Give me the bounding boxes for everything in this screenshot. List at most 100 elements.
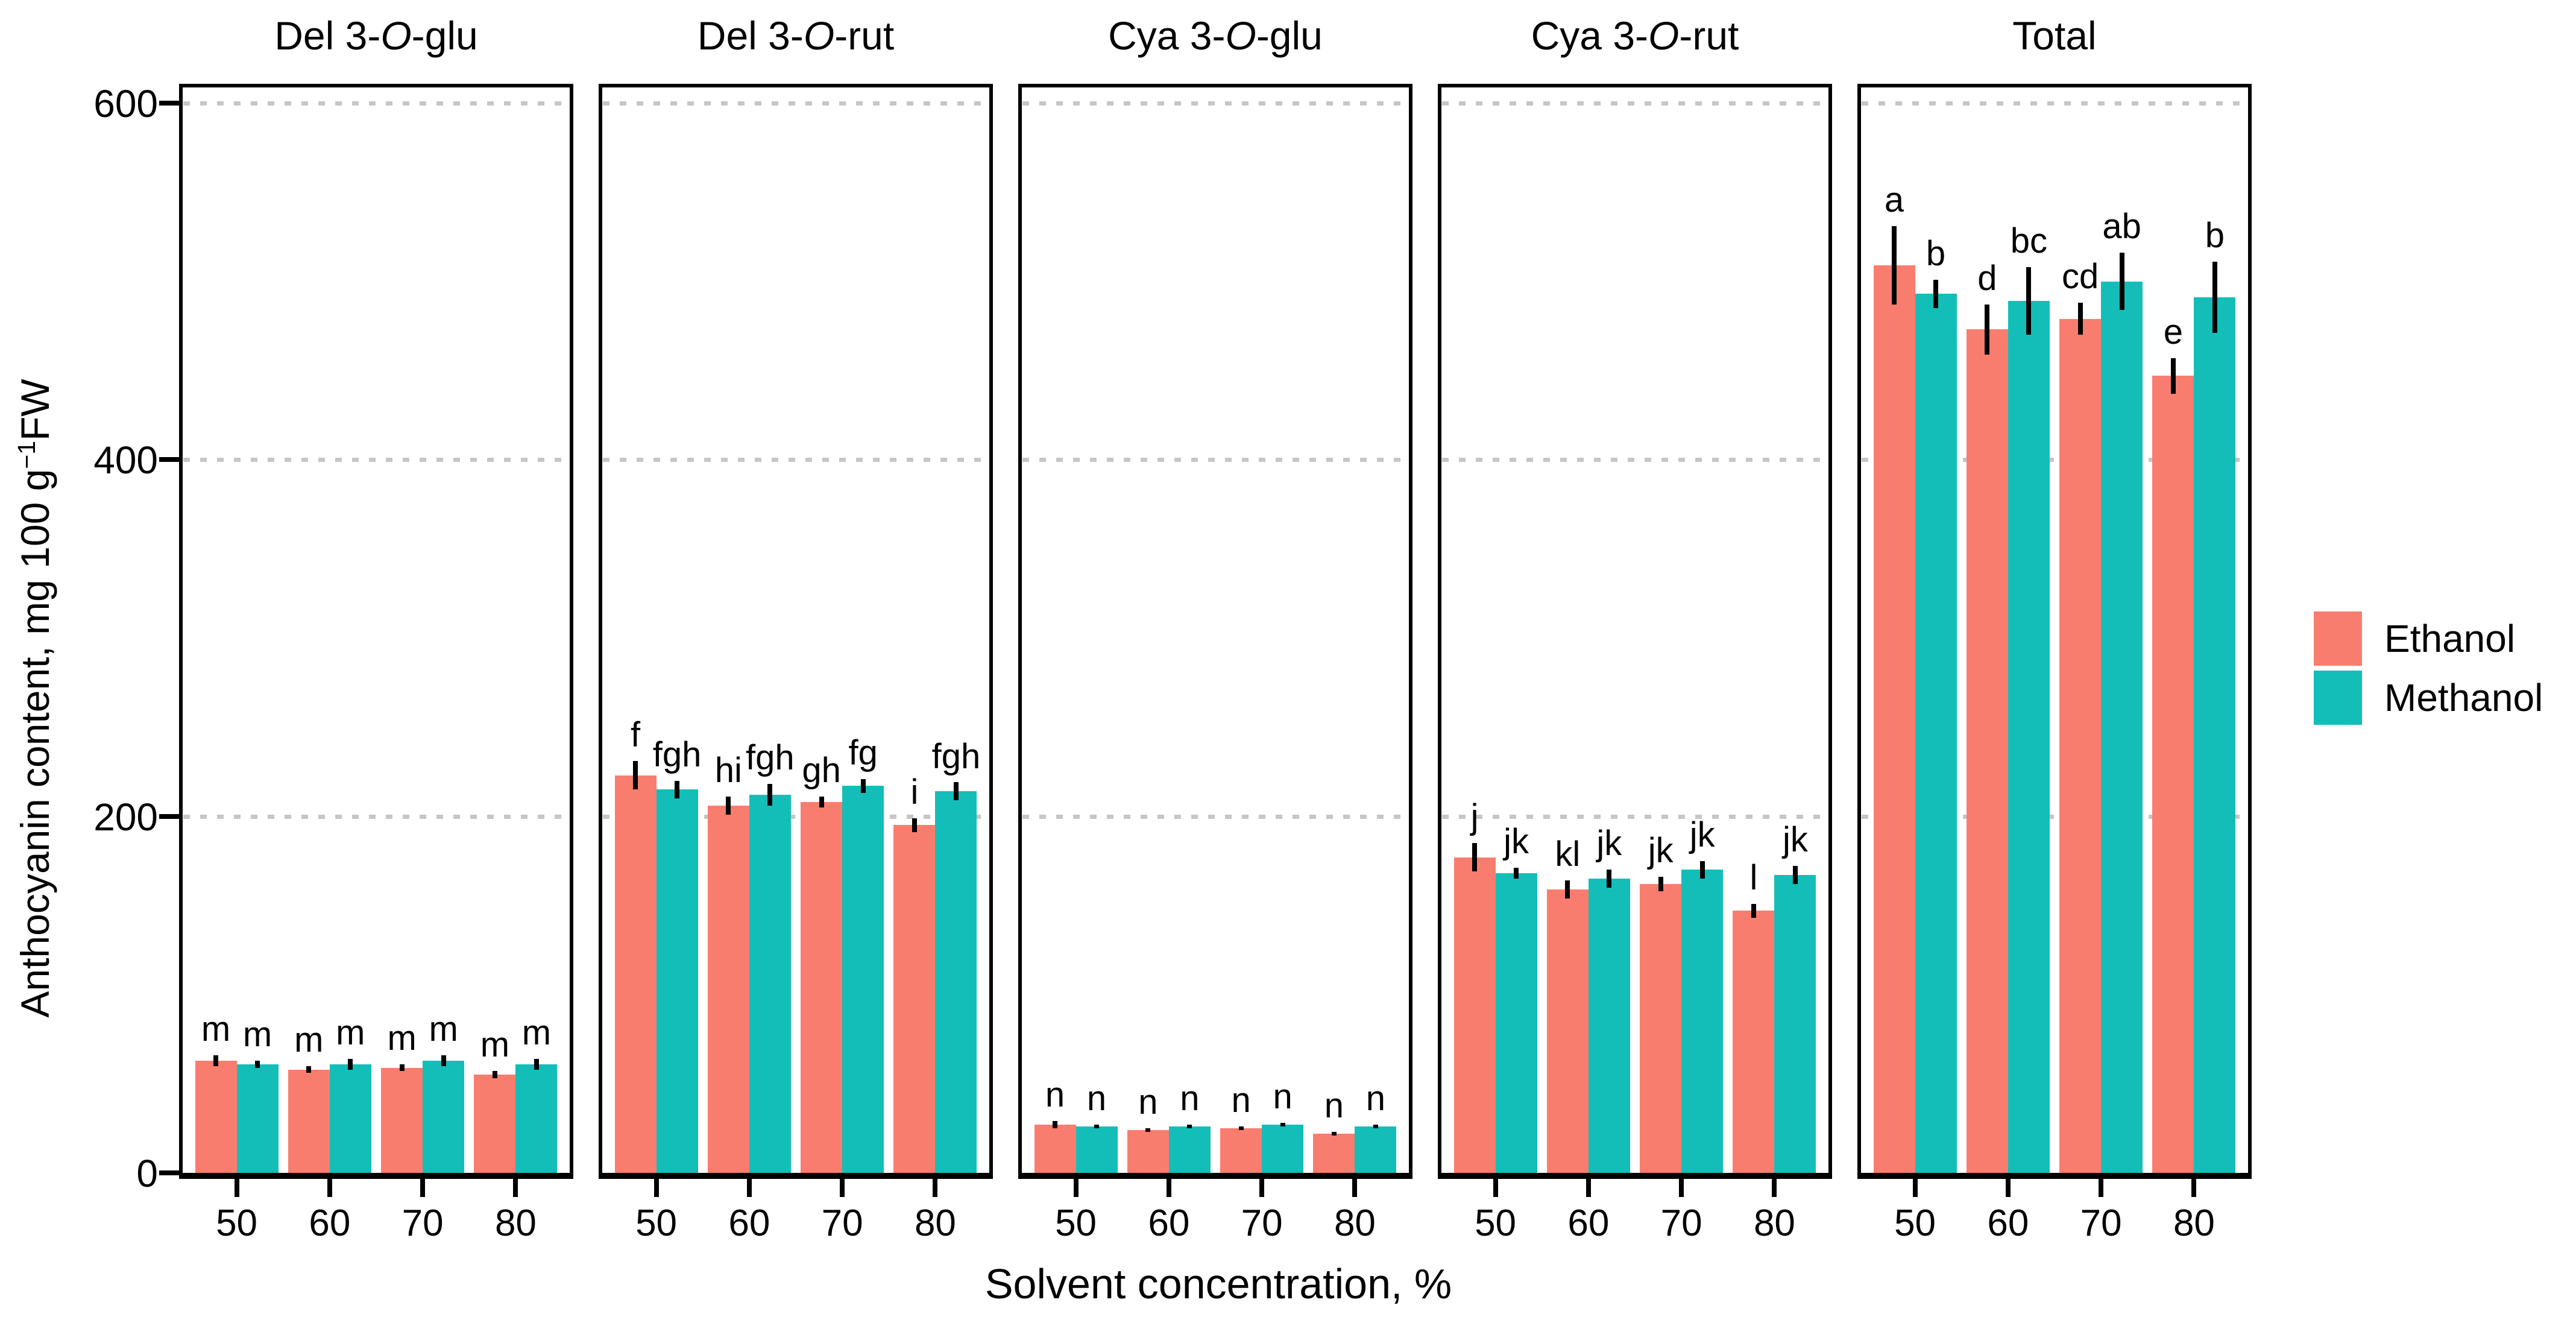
sig-letter: j	[1470, 797, 1479, 837]
bar-methanol	[1774, 875, 1816, 1173]
error-bar	[1145, 1128, 1151, 1132]
bar-methanol	[515, 1064, 558, 1173]
error-bar	[1331, 1131, 1337, 1135]
error-bar	[306, 1066, 312, 1073]
gridline	[603, 101, 989, 106]
error-bar	[1053, 1121, 1058, 1129]
x-tick-mark	[1912, 1179, 1918, 1197]
error-bar	[2212, 262, 2217, 333]
x-tick-mark	[2099, 1179, 2104, 1197]
x-tick-mark	[653, 1179, 659, 1197]
bar-methanol	[842, 786, 884, 1173]
sig-letter: n	[1273, 1077, 1293, 1117]
bar-ethanol	[893, 825, 936, 1173]
x-tick-label: 70	[821, 1202, 863, 1244]
facet-title: Del 3-O-rut	[697, 13, 895, 58]
x-tick-label: 50	[1475, 1202, 1517, 1244]
error-bar	[1933, 279, 1939, 308]
gridline	[1022, 101, 1408, 106]
error-bar	[2026, 267, 2032, 335]
x-tick-mark	[1772, 1179, 1777, 1197]
facet-title: Cya 3-O-glu	[1108, 13, 1323, 58]
sig-letter: fgh	[931, 736, 981, 776]
sig-letter: fgh	[652, 734, 702, 774]
bar-ethanol	[1220, 1128, 1262, 1173]
gridline	[1442, 458, 1828, 463]
bar-methanol	[1168, 1126, 1211, 1173]
x-tick-label: 60	[309, 1202, 351, 1244]
bar-methanol	[1588, 879, 1630, 1173]
x-tick-mark	[1586, 1179, 1591, 1197]
error-bar	[1514, 868, 1519, 879]
error-bar	[213, 1055, 219, 1066]
y-tick-mark	[159, 1170, 181, 1175]
sig-letter: f	[631, 715, 641, 755]
bar-methanol	[2101, 281, 2143, 1173]
legend-swatch-ethanol	[2314, 611, 2362, 666]
bar-ethanol	[1873, 265, 1915, 1173]
x-tick-mark	[2191, 1179, 2197, 1197]
x-tick-mark	[1259, 1179, 1265, 1197]
error-bar	[953, 782, 959, 801]
bar-ethanol	[2152, 376, 2194, 1173]
bar-methanol	[2008, 301, 2050, 1173]
legend-swatch-methanol	[2314, 671, 2362, 725]
y-axis-title-superscript: −1	[13, 441, 40, 469]
error-bar	[819, 797, 824, 807]
x-tick-label: 60	[1987, 1202, 2029, 1244]
error-bar	[675, 780, 680, 799]
bar-methanol	[935, 791, 977, 1173]
sig-letter: n	[1138, 1082, 1158, 1122]
bar-ethanol	[801, 802, 843, 1173]
bar-methanol	[1075, 1126, 1118, 1173]
gridline	[1442, 101, 1828, 106]
x-tick-label: 70	[2080, 1202, 2122, 1244]
bar-methanol	[329, 1064, 371, 1173]
sig-letter: jk	[1648, 831, 1674, 871]
sig-letter: d	[1977, 259, 1997, 298]
error-bar	[1892, 226, 1897, 305]
x-tick-label: 70	[1241, 1202, 1283, 1244]
x-tick-mark	[1679, 1179, 1684, 1197]
sig-letter: n	[1231, 1081, 1251, 1120]
x-tick-label: 80	[914, 1202, 956, 1244]
facet-panel	[1018, 84, 1412, 1179]
facet-title: Cya 3-O-rut	[1531, 13, 1739, 58]
sig-letter: gh	[802, 751, 841, 791]
legend-label-ethanol: Ethanol	[2384, 617, 2516, 660]
bar-methanol	[423, 1060, 465, 1173]
gridline	[1022, 458, 1408, 463]
sig-letter: i	[910, 772, 919, 812]
bar-ethanol	[1313, 1133, 1355, 1173]
sig-letter: m	[336, 1012, 365, 1052]
bar-methanol	[1495, 873, 1537, 1173]
sig-letter: bc	[2010, 221, 2047, 261]
facet-title: Total	[2012, 13, 2097, 58]
y-tick-label: 400	[93, 438, 158, 482]
gridline	[183, 101, 569, 106]
error-bar	[492, 1071, 497, 1079]
x-tick-mark	[1493, 1179, 1498, 1197]
x-tick-mark	[933, 1179, 938, 1197]
error-bar	[1699, 861, 1705, 879]
sig-letter: cd	[2062, 257, 2099, 297]
bar-methanol	[1262, 1125, 1304, 1173]
sig-letter: n	[1324, 1086, 1344, 1125]
y-tick-mark	[159, 813, 181, 819]
y-tick-label: 0	[136, 1152, 158, 1195]
x-tick-label: 70	[1660, 1202, 1702, 1244]
sig-letter: e	[2163, 312, 2184, 352]
x-axis-title: Solvent concentration, %	[984, 1260, 1452, 1307]
bar-ethanol	[1453, 857, 1496, 1173]
error-bar	[726, 797, 731, 815]
x-tick-mark	[1166, 1179, 1171, 1197]
error-bar	[2077, 303, 2083, 335]
sig-letter: n	[1365, 1079, 1386, 1119]
sig-letter: hi	[714, 751, 742, 791]
gridline	[1022, 814, 1408, 819]
bar-ethanol	[1127, 1130, 1169, 1173]
sig-letter: m	[294, 1020, 324, 1060]
y-axis-title-main: Anthocyanin content, mg 100 g	[13, 469, 57, 1018]
x-tick-mark	[327, 1179, 332, 1197]
